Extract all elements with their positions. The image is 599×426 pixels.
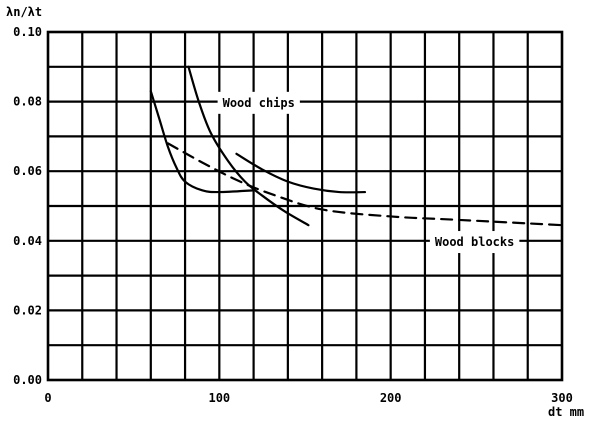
wood-chips-curve-2 <box>187 65 310 227</box>
x-tick-label: 100 <box>208 391 230 405</box>
wood-chips-curve-1 <box>149 90 255 194</box>
annotation-label: Wood blocks <box>435 235 514 249</box>
y-tick-label: 0.00 <box>13 373 42 387</box>
y-tick-label: 0.10 <box>13 25 42 39</box>
y-tick-label: 0.08 <box>13 95 42 109</box>
y-tick-label: 0.04 <box>13 234 42 248</box>
x-tick-labels: 0 100 200 300 <box>44 391 572 405</box>
y-axis-title: λn/λt <box>6 5 42 19</box>
y-tick-label: 0.06 <box>13 164 42 178</box>
series-group <box>149 65 564 227</box>
wood-blocks-curve <box>166 142 564 227</box>
plot-frame <box>46 30 564 382</box>
x-tick-label: 200 <box>380 391 402 405</box>
y-tick-labels: 0.00 0.02 0.04 0.06 0.08 0.10 <box>13 25 42 387</box>
annotation-background <box>429 231 520 254</box>
x-tick-label: 0 <box>44 391 51 405</box>
x-tick-label: 300 <box>551 391 573 405</box>
annotation-background <box>217 91 300 114</box>
wood-chips-curve-3 <box>235 152 367 194</box>
y-tick-label: 0.02 <box>13 303 42 317</box>
annotation-label: Wood chips <box>223 96 295 110</box>
grid <box>48 32 562 380</box>
x-axis-title: dt mm <box>548 405 584 419</box>
annotation-group: Wood chips Wood blocks <box>217 91 520 254</box>
